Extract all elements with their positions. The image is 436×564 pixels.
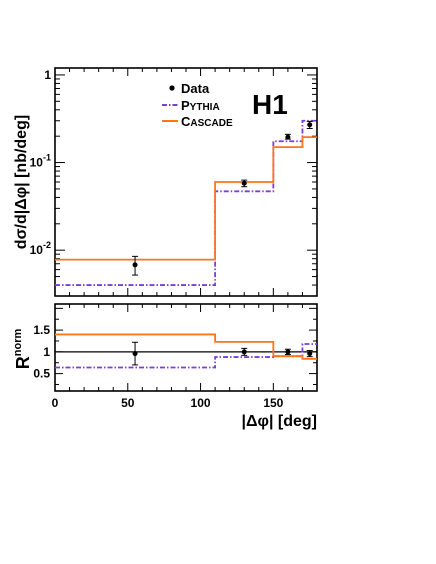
main-panel: 10-210-11 dσ/d|Δφ| [nb/deg] H1 Data PYTH…: [13, 67, 318, 297]
ratio-ylabel-base: R: [13, 356, 33, 369]
legend-pythia-label-initial: P: [181, 98, 190, 113]
ratio-xtick-label: 50: [121, 396, 135, 410]
ratio-series: [55, 333, 317, 369]
ratio-ylabel: Rnorm: [12, 329, 33, 370]
main-ytick-label: 10-2: [30, 240, 51, 257]
ratio-plot-frame: [54, 303, 318, 392]
main-ytick-label-base: 10: [30, 156, 44, 170]
ratio-data-point: [132, 351, 138, 357]
data-point: [132, 262, 138, 268]
ratio-ytick-label: 1: [43, 345, 50, 359]
legend-pythia-label: PYTHIA: [181, 98, 220, 113]
ratio-ytick-label: 0.5: [33, 367, 50, 381]
main-ytick-label-exp: -1: [43, 153, 51, 163]
main-series: [55, 119, 317, 286]
ratio-data-point: [285, 349, 291, 355]
legend-cascade-label-initial: C: [181, 114, 191, 129]
legend-data-label: Data: [181, 81, 210, 96]
experiment-label: H1: [252, 89, 288, 120]
data-point: [241, 180, 247, 186]
ratio-ylabel-sup: norm: [12, 329, 24, 357]
legend-pythia-label-rest: YTHIA: [190, 102, 220, 113]
main-ytick-label: 10-1: [30, 153, 51, 170]
main-ytick-labels: 10-210-11: [30, 68, 52, 257]
legend-cascade-label: CASCADE: [181, 114, 233, 129]
data-point: [285, 134, 291, 140]
ratio-xlabel: |Δφ| [deg]: [242, 413, 317, 430]
ratio-ytick-label: 1.5: [33, 323, 50, 337]
legend-cascade-label-rest: ASCADE: [190, 118, 233, 129]
ratio-tick-labels: 0.5 1 1.5 0 50 100 150: [33, 323, 283, 410]
main-ytick-label-base: 1: [44, 68, 51, 82]
ratio-data-point: [241, 349, 247, 355]
legend: Data PYTHIA CASCADE: [162, 81, 233, 129]
ratio-xtick-label: 100: [191, 396, 211, 410]
main-ytick-label-exp: -2: [43, 240, 51, 250]
ratio-cascade-step-line: [55, 333, 317, 360]
ratio-axis-ticks: [54, 304, 318, 391]
main-ytick-label-base: 10: [30, 243, 44, 257]
ratio-xtick-label: 150: [263, 396, 283, 410]
cascade-step-line: [55, 136, 317, 261]
main-ylabel: dσ/d|Δφ| [nb/deg]: [13, 115, 30, 249]
ratio-panel: 0.5 1 1.5 0 50 100 150 Rnorm |Δφ| [deg]: [12, 303, 318, 430]
legend-data-marker: [169, 85, 175, 91]
ratio-xtick-label: 0: [52, 396, 59, 410]
ratio-data-point: [307, 351, 313, 357]
data-point: [307, 122, 313, 128]
main-ytick-label: 1: [44, 68, 51, 82]
